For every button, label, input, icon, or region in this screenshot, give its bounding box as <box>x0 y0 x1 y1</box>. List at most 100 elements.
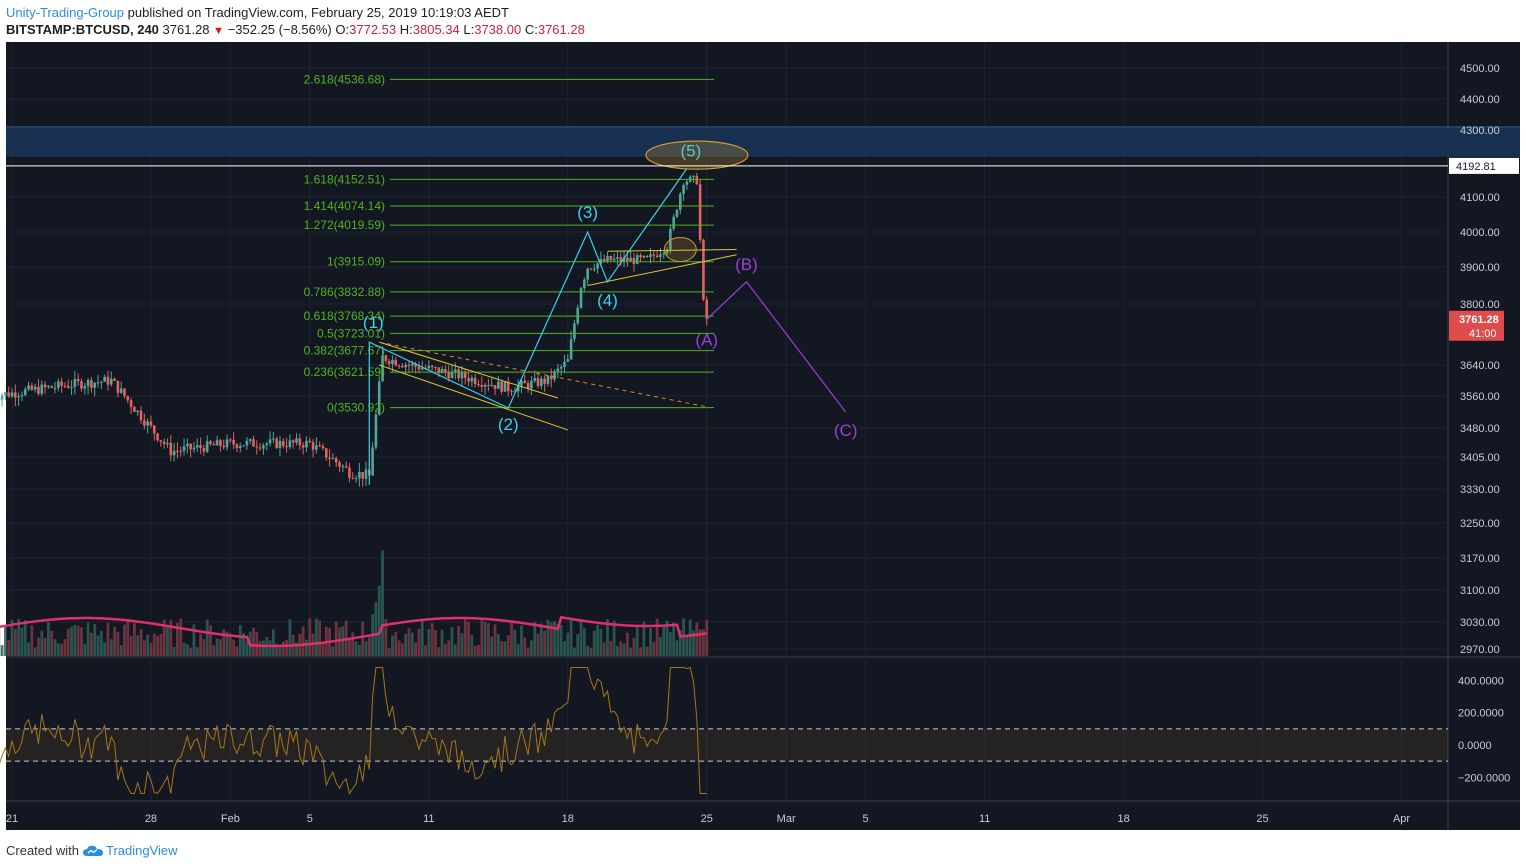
level-label-bg <box>1449 157 1519 174</box>
volume-bar <box>490 636 494 656</box>
time-tick: 25 <box>1256 813 1268 825</box>
candle-body <box>255 446 259 448</box>
volume-bar <box>430 623 434 656</box>
volume-bar <box>235 646 239 656</box>
volume-bar <box>275 643 279 656</box>
candle-body <box>209 441 212 445</box>
candle-body <box>401 365 404 368</box>
volume-bar <box>635 627 639 656</box>
volume-bar <box>321 644 325 656</box>
candle-body <box>358 472 361 479</box>
candle-body <box>483 384 487 387</box>
candle-body <box>371 447 374 476</box>
volume-bar <box>331 646 335 656</box>
candle-body <box>119 388 123 393</box>
cci-pane: 400.0000 200.0000 0.0000 −200.0000 <box>0 666 1510 795</box>
candle-body <box>682 184 685 194</box>
volume-bar <box>450 627 454 656</box>
time-tick: 18 <box>562 813 574 825</box>
candle-body <box>301 445 305 448</box>
candle-body <box>417 366 421 370</box>
volume-bar <box>493 624 497 656</box>
fib-label: 1.272(4019.59) <box>304 218 385 232</box>
candle-body <box>195 445 199 448</box>
candle-body <box>344 466 348 468</box>
candle-body <box>225 439 229 448</box>
volume-bar <box>0 645 4 656</box>
candle-body <box>563 361 566 367</box>
volume-bar <box>305 639 308 656</box>
volume-bar <box>702 629 705 656</box>
volume-bar <box>483 621 487 656</box>
volume-bar <box>50 630 54 656</box>
candle-body <box>248 439 252 441</box>
volume-bar <box>599 628 603 656</box>
volume-bar <box>553 621 556 656</box>
volume-bar <box>579 620 583 656</box>
volume-bar <box>341 626 345 656</box>
volume-bar <box>308 618 312 656</box>
volume-bar <box>354 641 358 656</box>
volume-bar <box>364 641 368 656</box>
price-tick: 3405.00 <box>1460 452 1500 464</box>
footer: Created with TradingView <box>6 843 178 858</box>
volume-bar <box>27 642 30 656</box>
volume-bar <box>103 642 107 656</box>
candle-body <box>172 450 176 456</box>
volume-bar <box>215 638 219 656</box>
volume-bar <box>225 631 229 656</box>
volume-bar <box>80 627 83 656</box>
volume-bar <box>205 619 209 656</box>
volume-bar <box>258 640 262 656</box>
tradingview-logo[interactable]: TradingView <box>82 843 178 858</box>
volume-bar <box>60 643 64 656</box>
cci-tick: 0.0000 <box>1458 740 1492 752</box>
volume-bar <box>172 646 176 656</box>
candle-body <box>308 440 312 443</box>
price-tick: 3250.00 <box>1460 518 1500 530</box>
volume-bar <box>334 621 338 656</box>
volume-bar <box>152 633 156 656</box>
candle-body <box>500 381 503 392</box>
volume-bar <box>3 626 7 656</box>
candle-body <box>549 375 553 380</box>
price-axis: 4500.00 4400.00 4300.00 4100.00 4000.00 3900.… <box>1449 63 1519 656</box>
price-tick: 3900.00 <box>1460 262 1500 274</box>
author-link[interactable]: Unity-Trading-Group <box>6 5 125 20</box>
volume-bar <box>523 637 527 656</box>
candle-body <box>520 380 523 386</box>
volume-bar <box>424 645 427 656</box>
fib-label: 0.236(3621.59) <box>304 365 385 379</box>
volume-bar <box>612 620 616 656</box>
volume-bar <box>351 632 355 656</box>
volume-bar <box>219 639 222 656</box>
volume-bar <box>192 624 196 656</box>
candle-body <box>546 375 550 384</box>
volume-bar <box>460 633 464 656</box>
candle-body <box>285 445 288 448</box>
candle-body <box>152 425 156 434</box>
volume-bar <box>420 619 424 656</box>
volume-bar <box>556 623 560 656</box>
candle-body <box>242 445 245 447</box>
candle-body <box>47 386 50 388</box>
volume-bar <box>417 628 421 656</box>
candle-body <box>540 378 543 386</box>
candle-body <box>444 369 447 373</box>
candle-body <box>129 400 133 408</box>
volume-bar <box>549 622 553 656</box>
candle-body <box>311 442 315 450</box>
candle-body <box>315 445 318 450</box>
volume-bar <box>238 624 242 656</box>
volume-bar <box>467 621 470 656</box>
price-tick: 3640.00 <box>1460 360 1500 372</box>
fib-label: 1.414(4074.14) <box>304 199 385 213</box>
candle-body <box>411 363 414 366</box>
wave-label: (4) <box>597 291 618 310</box>
volume-bar <box>361 621 365 656</box>
cloud-icon <box>82 845 103 856</box>
wave-label: (2) <box>498 415 519 434</box>
candle-body <box>705 299 709 319</box>
candle-body <box>149 421 153 426</box>
